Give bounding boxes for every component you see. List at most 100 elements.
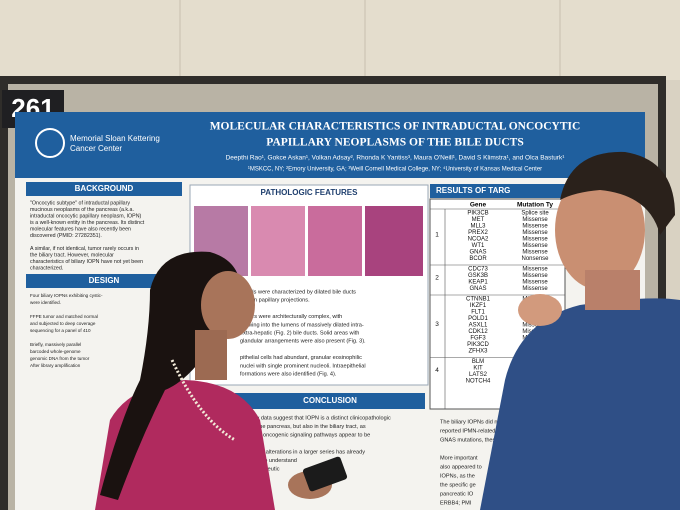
gene: PIK3CD (467, 342, 489, 348)
mutation-type: Missense (522, 273, 548, 279)
body-text: molecular alterations in a larger series… (240, 449, 365, 455)
case-number: 2 (435, 275, 439, 282)
table-header: Mutation Ty (517, 202, 553, 209)
gene: CDC73 (468, 267, 488, 273)
poster-header (15, 112, 645, 178)
mutation-type: Missense (522, 230, 548, 236)
body-text: Four biliary IOPNs exhibiting cystic- (30, 293, 103, 298)
woman-neck (195, 330, 227, 380)
gene: CTNNB1 (466, 297, 491, 303)
section-header (26, 274, 182, 288)
body-text: nuclei with single prominent nucleoli. I… (240, 363, 366, 369)
phone (302, 456, 348, 492)
body-text: ERBB4; PMI (440, 500, 472, 506)
table-header: Gene (470, 202, 487, 209)
necklace (170, 359, 236, 442)
mutation-type: Missense (522, 286, 548, 292)
gene: NCOA2 (468, 237, 489, 243)
gene: BLM (472, 359, 484, 365)
body-text: pancreatic IO (440, 491, 474, 497)
section-header (26, 182, 182, 196)
case-number: 3 (435, 321, 439, 328)
gene: MET (472, 217, 485, 223)
gene: NOTCH4 (466, 379, 491, 385)
body-text: liminary data suggest that IOPN is a dis… (240, 415, 391, 421)
gene: MLL3 (470, 224, 486, 230)
mutation-type: Nonsense (521, 256, 549, 262)
gene: FLT1 (471, 310, 485, 316)
gene: PREX2 (468, 230, 488, 236)
mutation-type: Splice site (521, 211, 549, 217)
section-title: DESIGN (89, 276, 120, 285)
case-number: 4 (435, 367, 439, 374)
man-body (480, 298, 680, 510)
logo-text: Memorial Sloan Kettering (70, 134, 160, 143)
gene: WT1 (472, 243, 485, 249)
mutation-type: Missense (522, 224, 548, 230)
body-text: glandular arrangements were also present… (240, 339, 366, 345)
body-text: More important (440, 455, 478, 461)
people (95, 151, 680, 510)
body-text: The biliary IOPNs did not ha (440, 419, 511, 425)
gene: PIK3CB (467, 211, 488, 217)
authors: Deepthi Rao¹, Gokce Askan¹, Volkan Adsay… (226, 155, 566, 162)
section-title: BACKGROUND (75, 184, 134, 193)
man-neck (585, 270, 640, 310)
body-text: the specific ge (440, 482, 476, 488)
case-number: 1 (435, 232, 439, 239)
gene: IKZF1 (470, 303, 487, 309)
body-text: is a well-known entity in the pancreas. … (30, 220, 145, 226)
histology-image (365, 206, 423, 276)
man-face (555, 170, 645, 290)
man-hand (518, 294, 562, 326)
body-text: tumors were architecturally complex, wit… (240, 314, 342, 320)
body-text: extra-hepatic (Fig. 2) bile ducts. Solid… (240, 330, 359, 336)
histology-image (251, 206, 305, 276)
gene: KIT (473, 366, 483, 372)
body-text: characterized. (30, 265, 63, 271)
body-text: FFPE tumor and matched normal (30, 314, 98, 319)
body-text: intraductal oncocytic papillary neoplasm… (30, 213, 142, 219)
section-title: RESULTS OF TARG (436, 186, 510, 195)
body-text: only in the pancreas, but also in the bi… (240, 424, 366, 430)
mutation-type: Missense (522, 243, 548, 249)
body-text: also appeared to (440, 464, 482, 470)
body-text: were identified. (30, 300, 61, 305)
body-text: -brown papillary projections. (240, 298, 310, 304)
gene: BCOR (469, 256, 487, 262)
gene: ZFHX3 (468, 349, 488, 355)
mutation-type: Missense (522, 267, 548, 273)
body-text: "Oncocytic subtype" of intraductal papil… (30, 200, 130, 206)
section-title: CONCLUSION (303, 396, 357, 405)
body-text: common oncogenic signaling pathways appe… (240, 432, 370, 438)
body-text: sequencing for a panel of 410 (30, 328, 91, 333)
body-text: IOPNs were characterized by dilated bile… (240, 289, 356, 295)
body-text: reported IPMN-related o (440, 428, 500, 434)
body-text: Briefly, massively parallel (30, 342, 81, 347)
affiliations: ¹MSKCC, NY; ²Emory University, GA; ³Weil… (248, 166, 542, 173)
body-text: molecular features have also recently be… (30, 226, 131, 232)
gene: GNAS (469, 286, 486, 292)
section-header (235, 393, 425, 409)
mutation-type: Missense (522, 217, 548, 223)
section-header (430, 184, 565, 198)
mutation-type: Missense (522, 237, 548, 243)
body-text: IOPNs, as the (440, 473, 475, 479)
body-text: growing into the lumens of massively dil… (240, 322, 364, 328)
man-hair (560, 151, 675, 235)
histology-image (308, 206, 362, 276)
body-text: the biliary tract. However, molecular (30, 252, 114, 258)
body-text: pithelial cells had abundant, granular e… (240, 355, 362, 361)
poster-title: PAPILLARY NEOPLASMS OF THE BILE DUCTS (266, 137, 523, 149)
upper-wall (0, 0, 680, 80)
gene: FGF3 (470, 336, 486, 342)
body-text: characteristics of biliary IOPN have not… (30, 259, 143, 265)
gene: LATS2 (469, 372, 488, 378)
body-text: barcoded whole-genome (30, 349, 81, 354)
body-text: and subjected to deep coverage (30, 321, 96, 326)
gene: ASXL1 (469, 323, 488, 329)
gene: GNAS (469, 250, 486, 256)
body-text: discovered (PMID: 27282351). (30, 233, 102, 239)
